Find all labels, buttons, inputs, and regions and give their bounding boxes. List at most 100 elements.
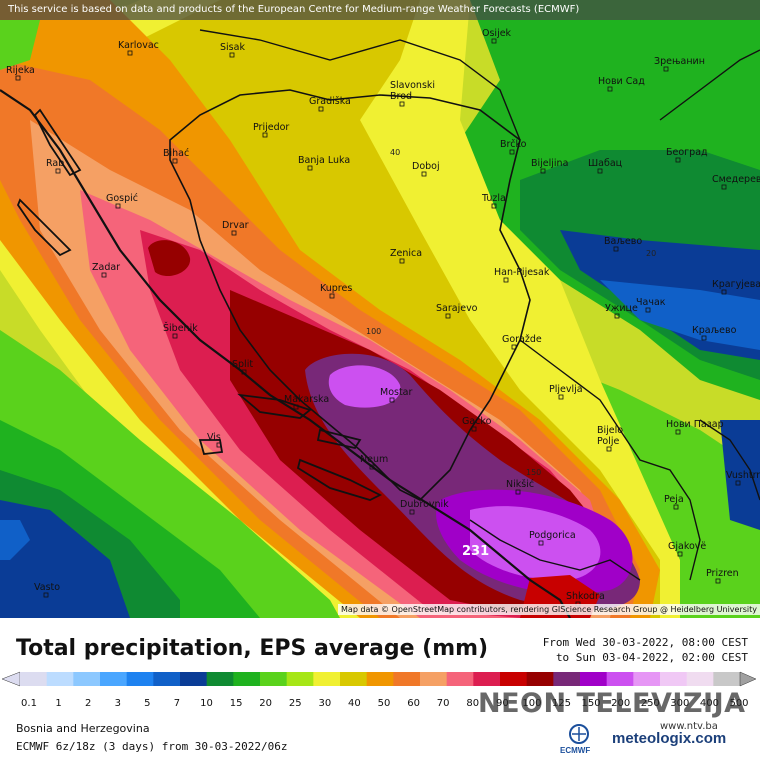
legend-swatch <box>126 672 154 686</box>
city-marker: Makarska <box>284 394 329 410</box>
city-dot <box>715 578 721 584</box>
city-dot <box>293 404 299 410</box>
city-dot <box>409 509 415 515</box>
model-info: ECMWF 6z/18z (3 days) from 30-03-2022/06… <box>16 740 288 753</box>
legend-swatch <box>606 672 634 686</box>
city-marker: Чачак <box>636 297 666 313</box>
city-marker: Karlovac <box>118 40 159 56</box>
contour-label: 100 <box>366 327 381 336</box>
legend-tick-label: 0.1 <box>21 698 37 709</box>
precip-zone-peak-nw <box>148 240 191 277</box>
city-marker: Neum <box>360 454 388 470</box>
city-dot <box>614 313 620 319</box>
city-dot <box>229 52 235 58</box>
contour-label: 150 <box>526 468 541 477</box>
date-range: From Wed 30-03-2022, 08:00 CEST to Sun 0… <box>543 635 748 665</box>
city-marker: Vasto <box>34 582 60 598</box>
color-legend: 0.1 1 2 3 5 7 10 15 20 25 30 40 50 60 70 80 90 100 125 150 2… <box>1 671 757 709</box>
city-dot <box>172 333 178 339</box>
legend-tick-label: 60 <box>407 698 420 709</box>
city-dot <box>701 335 707 341</box>
city-dot <box>15 75 21 81</box>
map-attribution: Map data © OpenStreetMap contributors, r… <box>338 604 760 615</box>
city-marker: Ваљево <box>604 236 642 252</box>
city-label: Prizren <box>706 568 739 579</box>
legend-swatch <box>713 672 741 686</box>
city-marker: Нови Пазар <box>666 419 724 435</box>
city-marker: Rab <box>46 158 64 174</box>
city-dot <box>216 442 222 448</box>
island-3 <box>237 393 312 419</box>
city-label: Vasto <box>34 582 60 593</box>
city-label: Pljevlja <box>549 384 583 395</box>
city-label: Slavonski <box>390 80 435 91</box>
city-label: Gacko <box>462 416 492 427</box>
legend-tick-label: 30 <box>318 698 331 709</box>
city-marker: Vushtrri <box>726 470 760 486</box>
city-marker: Нови Сад <box>598 76 645 92</box>
precip-zone-5 <box>600 280 760 350</box>
city-dot <box>262 132 268 138</box>
legend-swatch <box>660 672 688 686</box>
legend-swatch <box>233 672 261 686</box>
city-label: Prijedor <box>253 122 289 133</box>
legend-swatch <box>553 672 581 686</box>
city-label: Ужице <box>605 303 638 314</box>
legend-tick-label: 1 <box>55 698 61 709</box>
city-marker: Zadar <box>92 262 120 278</box>
legend-tick-label: 25 <box>289 698 302 709</box>
city-dot <box>399 258 405 264</box>
legend-swatch <box>180 672 208 686</box>
legend-swatch <box>446 672 474 686</box>
city-label: Neum <box>360 454 388 465</box>
legend-swatch <box>313 672 341 686</box>
border-hr-hu <box>199 29 521 141</box>
city-dot <box>329 293 335 299</box>
city-dot <box>645 307 651 313</box>
city-dot <box>597 168 603 174</box>
city-label: Смедерево <box>712 174 760 185</box>
city-marker: Doboj <box>412 161 440 177</box>
legend-swatch <box>420 672 448 686</box>
city-label: Ваљево <box>604 236 642 247</box>
city-marker: Dubrovnik <box>400 499 449 515</box>
island-4 <box>198 439 224 455</box>
city-label: Šibenik <box>163 322 198 334</box>
meteologix-brand: meteologix.com <box>612 730 727 747</box>
tv-watermark: NEON TELEVIZIJA <box>478 688 746 719</box>
city-dot <box>509 149 515 155</box>
city-label: Zadar <box>92 262 120 273</box>
city-marker: Goražde <box>502 334 542 350</box>
city-label: Osijek <box>482 28 512 39</box>
contour-label: 40 <box>390 148 400 157</box>
city-dot <box>675 157 681 163</box>
city-label: Vushtrri <box>726 470 760 481</box>
city-marker: Split <box>232 359 253 375</box>
city-label: Han-Pijesak <box>494 267 550 278</box>
legend-tick-label: 70 <box>437 698 450 709</box>
legend-swatch <box>580 672 608 686</box>
ecmwf-label: ECMWF <box>560 746 591 755</box>
city-label: Dubrovnik <box>400 499 449 510</box>
city-label: Gjakovë <box>668 541 706 552</box>
city-label: Шабац <box>588 158 623 169</box>
legend-swatch <box>500 672 528 686</box>
city-label: Drvar <box>222 220 249 231</box>
legend-tick-label: 100 <box>522 698 541 709</box>
city-marker: Banja Luka <box>298 155 350 171</box>
city-label: Bijelo <box>597 425 623 436</box>
legend-swatch <box>260 672 288 686</box>
legend-swatch <box>340 672 368 686</box>
island-2 <box>16 198 72 257</box>
city-dot <box>540 168 546 174</box>
city-marker: Kupres <box>320 283 352 299</box>
city-label: Крагујевац <box>712 279 760 290</box>
city-dot <box>307 165 313 171</box>
city-marker: Краљево <box>692 325 737 341</box>
city-marker: Gacko <box>462 416 492 432</box>
city-dot <box>421 171 427 177</box>
ecmwf-logo-icon <box>569 724 589 744</box>
city-label: Rab <box>46 158 64 169</box>
city-label: Zenica <box>390 248 422 259</box>
city-label: Podgorica <box>529 530 576 541</box>
